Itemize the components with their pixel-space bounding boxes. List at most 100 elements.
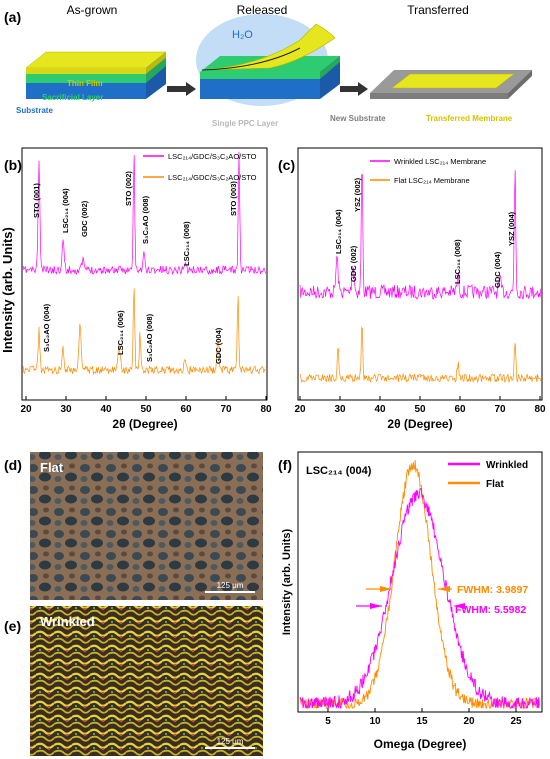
panel-f: (f) 5 10 15 20 25 LSC₂₁₄ (004) Wrinkled Flat… — [278, 451, 543, 751]
panel-c-letter: (c) — [278, 157, 295, 173]
peak-b-s3c2ao-008-bottom: S₃C₂AO (008) — [145, 313, 154, 362]
flat-micrograph — [30, 452, 263, 600]
peak-b-sto-002: STO (002) — [124, 171, 133, 206]
panel-c-frame — [297, 147, 543, 401]
panel-a: (a) As-grown Released Transferred Thin F… — [4, 3, 532, 128]
x-tick-label: 15 — [416, 716, 428, 727]
series-b-magenta-trace — [22, 151, 266, 276]
panel-b-frame — [21, 147, 268, 401]
substrate-label: Substrate — [16, 106, 53, 115]
panel-c-x-ticks: 20 30 40 50 60 70 80 — [294, 396, 546, 415]
panel-b-x-ticks: 20 30 40 50 60 70 80 — [20, 396, 272, 415]
peak-c-gdc-004: GDC (004) — [493, 251, 502, 288]
legend-f-flat: Flat — [486, 479, 504, 490]
legend-f-wrinkled: Wrinkled — [486, 460, 528, 471]
x-tick-label: 40 — [100, 404, 112, 415]
panel-b-ylabel: Intensity (arb. Units) — [0, 227, 15, 353]
peak-c-ysz-004: YSZ (004) — [507, 211, 516, 246]
legend-c-orange: Flat LSC₂₁₄ Membrane — [394, 176, 470, 185]
flat-label: Flat — [40, 460, 64, 475]
new-substrate-label: New Substrate — [330, 114, 386, 123]
panel-f-letter: (f) — [278, 457, 292, 473]
peak-c-ysz-002: YSZ (002) — [353, 177, 362, 212]
panel-f-xlabel: Omega (Degree) — [374, 737, 467, 751]
x-tick-label: 50 — [140, 404, 152, 415]
fwhm-wrinkled-label: FWHM: 5.5982 — [455, 604, 526, 616]
series-b-orange-trace — [22, 288, 266, 376]
x-tick-label: 20 — [20, 404, 32, 415]
water-label: H₂O — [232, 29, 253, 41]
sacrificial-layer-label: Sacrificial Layer — [42, 93, 103, 102]
panel-b-letter: (b) — [4, 157, 22, 173]
panel-a-letter: (a) — [4, 9, 21, 25]
as-grown-stack — [25, 51, 167, 99]
peak-b-lsc-006: LSC₂₁₄ (006) — [116, 310, 125, 355]
panel-f-ylabel: Intensity (arb. Units) — [281, 528, 293, 635]
panel-c-xlabel: 2θ (Degree) — [387, 417, 452, 431]
series-b-magenta — [22, 151, 266, 276]
panel-f-x-ticks: 5 10 15 20 25 — [325, 708, 522, 727]
x-tick-label: 70 — [220, 404, 232, 415]
peak-b-s3c2ao-008-top: S₃C₂AO (008) — [141, 195, 150, 244]
x-tick-label: 30 — [60, 404, 72, 415]
panel-f-frame — [297, 451, 543, 713]
panel-b: (b) 20 30 40 50 60 70 80 Intensity (arb. Units… — [0, 147, 272, 431]
peak-b-lsc-004: LSC₂₁₄ (004) — [61, 188, 70, 233]
wrinkled-micrograph — [30, 606, 263, 756]
fwhm-flat-label: FWHM: 3.9897 — [457, 584, 528, 596]
x-tick-label: 20 — [463, 716, 475, 727]
arrow-right-icon — [167, 82, 196, 96]
ppc-layer-label: Single PPC Layer — [212, 119, 278, 128]
transferred-membrane-label: Transferred Membrane — [426, 114, 513, 123]
x-tick-label: 70 — [494, 404, 506, 415]
peak-b-s3c2ao-004: S₃C₂AO (004) — [42, 303, 51, 352]
panel-d-letter: (d) — [4, 457, 22, 473]
scale-d-label: 125 μm — [217, 581, 244, 590]
x-tick-label: 60 — [180, 404, 192, 415]
x-tick-label: 80 — [260, 404, 272, 415]
panel-e: (e) Wrinkled 125 μm — [4, 606, 263, 756]
panel-b-xlabel: 2θ (Degree) — [112, 417, 177, 431]
x-tick-label: 40 — [374, 404, 386, 415]
legend-b-magenta: LSC₂₁₄/GDC/S₃C₂AO/STO — [168, 152, 257, 161]
peak-c-lsc-004: LSC₂₁₄ (004) — [334, 209, 343, 254]
x-tick-label: 30 — [334, 404, 346, 415]
series-c-magenta-trace — [299, 170, 542, 300]
thin-film-label: Thin Film — [67, 79, 103, 88]
x-tick-label: 60 — [454, 404, 466, 415]
series-c-orange-trace — [299, 326, 542, 384]
peak-b-gdc-004: GDC (004) — [214, 327, 223, 364]
x-tick-label: 20 — [294, 404, 306, 415]
peak-c-lsc-008: LSC₂₁₄ (008) — [453, 239, 462, 284]
scale-e-label: 125 μm — [217, 737, 244, 746]
peak-c-gdc-002: GDC (002) — [349, 245, 358, 282]
x-tick-label: 25 — [510, 716, 522, 727]
panel-e-letter: (e) — [4, 618, 21, 634]
stage-label-as-grown: As-grown — [67, 3, 118, 17]
peak-b-lsc-008: LSC₂₁₄ (008) — [182, 221, 191, 266]
released-stack — [200, 23, 340, 99]
peak-b-sto-001: STO (001) — [32, 183, 41, 218]
stage-label-transferred: Transferred — [407, 3, 469, 17]
series-c-orange — [299, 326, 542, 384]
panel-d: (d) Flat 125 μm — [4, 452, 263, 600]
stage-label-released: Released — [237, 3, 288, 17]
x-tick-label: 50 — [414, 404, 426, 415]
x-tick-label: 5 — [325, 716, 331, 727]
legend-c-magenta: Wrinkled LSC₂₁₄ Membrane — [394, 157, 486, 166]
series-f-wrinkled — [299, 487, 540, 710]
panel-c: (c) 20 30 40 50 60 70 80 Wrinkled LSC₂₁₄ Membr… — [278, 147, 546, 431]
fwhm-wrinkled-arrow-right — [453, 603, 465, 609]
legend-b-orange: LSC₂₁₄/GDC/S₃C₂AO/STO — [168, 173, 257, 182]
wrinkled-label: Wrinkled — [40, 614, 95, 629]
x-tick-label: 80 — [534, 404, 546, 415]
x-tick-label: 10 — [369, 716, 381, 727]
transferred-stack — [370, 70, 532, 99]
series-b-orange — [22, 288, 266, 376]
series-f-wrinkled-trace — [299, 487, 540, 710]
peak-b-gdc-002: GDC (002) — [80, 200, 89, 237]
peak-b-sto-003: STO (003) — [229, 181, 238, 216]
arrow-right-icon-2 — [340, 82, 368, 96]
series-c-magenta — [299, 170, 542, 300]
